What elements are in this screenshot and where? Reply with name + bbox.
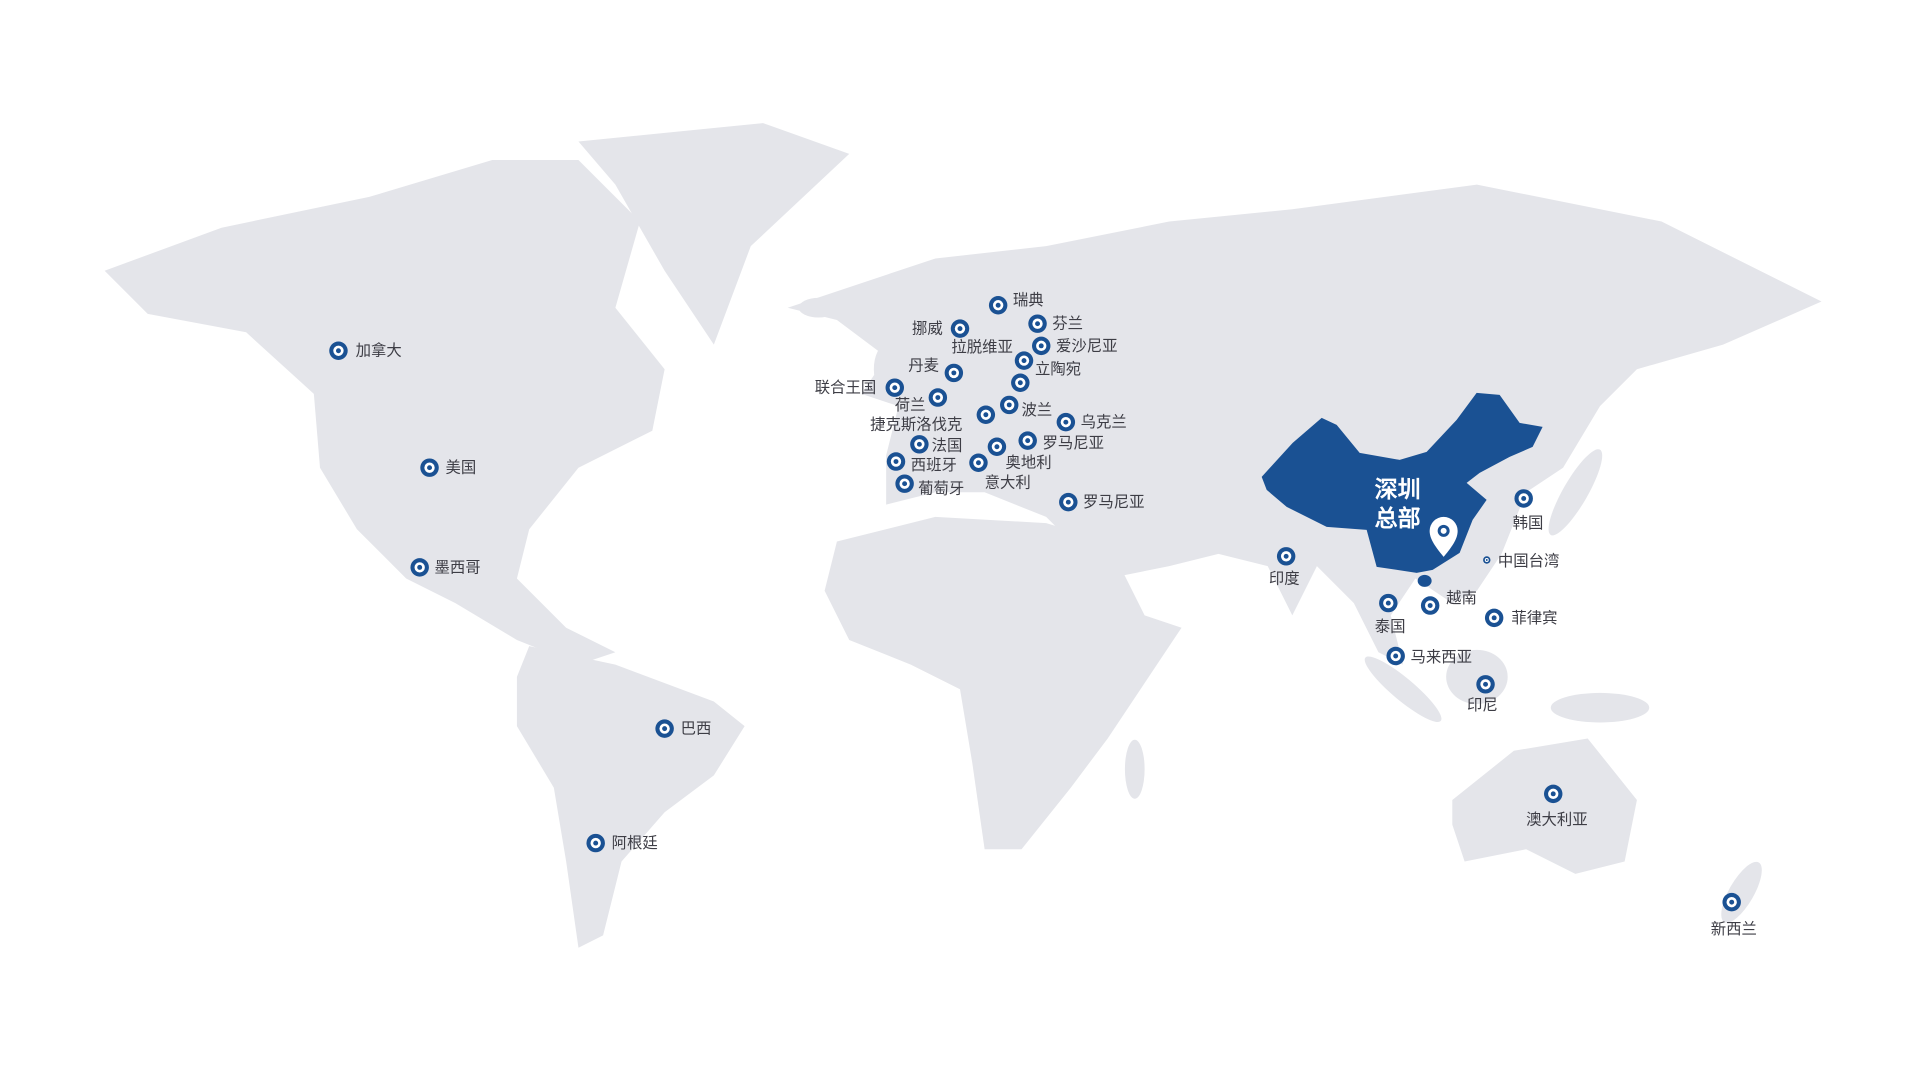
office-marker-icon[interactable] <box>1379 593 1398 613</box>
south-america <box>516 646 745 948</box>
office-marker-icon[interactable] <box>1544 784 1563 804</box>
country-label: 乌克兰 <box>1081 413 1127 431</box>
sumatra <box>1364 656 1442 722</box>
country-label: 芬兰 <box>1052 315 1083 333</box>
office-marker-icon[interactable] <box>1484 608 1504 628</box>
office-marker-icon[interactable] <box>1056 412 1076 432</box>
country-label: 印尼 <box>1467 696 1498 714</box>
china-shape <box>1261 392 1543 573</box>
country-label: 挪威 <box>912 320 943 338</box>
north-america <box>104 160 665 665</box>
country-label: 意大利 <box>985 472 1031 491</box>
country-label: 荷兰 <box>895 396 926 414</box>
office-marker-icon[interactable] <box>987 437 1007 456</box>
country-label: 墨西哥 <box>434 558 480 576</box>
country-label: 泰国 <box>1375 617 1406 635</box>
country-label: 澳大利亚 <box>1526 811 1588 829</box>
office-marker-icon[interactable] <box>410 558 429 577</box>
country-label: 印度 <box>1269 569 1300 587</box>
office-marker-icon[interactable] <box>1000 395 1019 415</box>
madagascar <box>1124 739 1145 799</box>
office-marker-icon[interactable] <box>655 719 674 738</box>
country-label: 联合王国 <box>815 379 877 397</box>
office-marker-icon[interactable] <box>420 458 439 477</box>
country-label: 菲律宾 <box>1511 609 1557 627</box>
office-marker-icon[interactable] <box>969 453 988 472</box>
new-zealand <box>1721 861 1762 923</box>
office-marker-icon[interactable] <box>1483 556 1491 564</box>
country-label: 中国台湾 <box>1498 552 1560 570</box>
office-marker-icon[interactable] <box>944 363 964 383</box>
country-label: 爱沙尼亚 <box>1056 337 1118 355</box>
country-label: 西班牙 <box>911 456 957 474</box>
country-label: 法国 <box>932 436 963 454</box>
office-marker-icon[interactable] <box>1059 492 1078 512</box>
country-label: 新西兰 <box>1711 920 1757 938</box>
office-marker-icon[interactable] <box>1276 547 1296 566</box>
country-label: 巴西 <box>681 720 712 738</box>
country-label: 马来西亚 <box>1410 648 1472 666</box>
office-marker-icon[interactable] <box>885 378 904 397</box>
office-marker-icon[interactable] <box>1032 336 1051 356</box>
greenland <box>578 123 850 345</box>
iceland <box>798 297 839 318</box>
office-marker-icon[interactable] <box>1420 596 1440 615</box>
office-marker-icon[interactable] <box>895 474 914 493</box>
country-label: 丹麦 <box>908 356 939 374</box>
office-marker-icon[interactable] <box>1514 489 1533 508</box>
country-label: 越南 <box>1446 589 1477 607</box>
office-marker-icon[interactable] <box>976 405 996 424</box>
office-marker-icon[interactable] <box>1386 646 1405 666</box>
hq-label-line2: 总部 <box>1375 505 1421 532</box>
country-label: 韩国 <box>1513 514 1544 532</box>
country-label: 美国 <box>446 459 477 477</box>
office-marker-icon[interactable] <box>928 388 948 407</box>
office-marker-icon[interactable] <box>1011 373 1030 392</box>
office-marker-icon[interactable] <box>1028 314 1047 333</box>
office-marker-icon[interactable] <box>586 833 605 853</box>
africa <box>824 516 1182 850</box>
country-label: 阿根廷 <box>612 834 658 852</box>
country-label: 罗马尼亚 <box>1083 493 1145 511</box>
country-label: 奥地利 <box>1006 454 1052 472</box>
country-label: 瑞典 <box>1013 291 1044 309</box>
eurasia <box>787 184 1822 665</box>
office-marker-icon[interactable] <box>1018 431 1037 450</box>
china-region: 深圳 总部 <box>1261 392 1543 587</box>
japan <box>1548 449 1603 536</box>
office-marker-icon[interactable] <box>988 296 1008 315</box>
country-label: 波兰 <box>1022 401 1053 419</box>
office-marker-icon[interactable] <box>1722 892 1741 912</box>
australia <box>1452 738 1637 874</box>
continents <box>104 123 1822 948</box>
office-marker-icon[interactable] <box>886 452 906 471</box>
country-label: 捷克斯洛伐克 <box>870 416 962 434</box>
location-pin-icon[interactable] <box>1429 516 1458 557</box>
hainan <box>1417 574 1432 587</box>
office-marker-icon[interactable] <box>910 435 929 454</box>
country-label: 加拿大 <box>356 341 402 360</box>
hq-label-line1: 深圳 <box>1375 477 1421 503</box>
country-label: 罗马尼亚 <box>1042 434 1104 452</box>
office-marker-icon[interactable] <box>329 341 348 360</box>
new-guinea <box>1550 692 1650 723</box>
country-label: 拉脱维亚 <box>951 338 1013 356</box>
office-marker-icon[interactable] <box>950 319 970 338</box>
country-label: 葡萄牙 <box>918 480 964 498</box>
office-marker-icon[interactable] <box>1476 675 1495 694</box>
country-label: 立陶宛 <box>1035 360 1081 378</box>
office-marker-icon[interactable] <box>1014 351 1034 370</box>
